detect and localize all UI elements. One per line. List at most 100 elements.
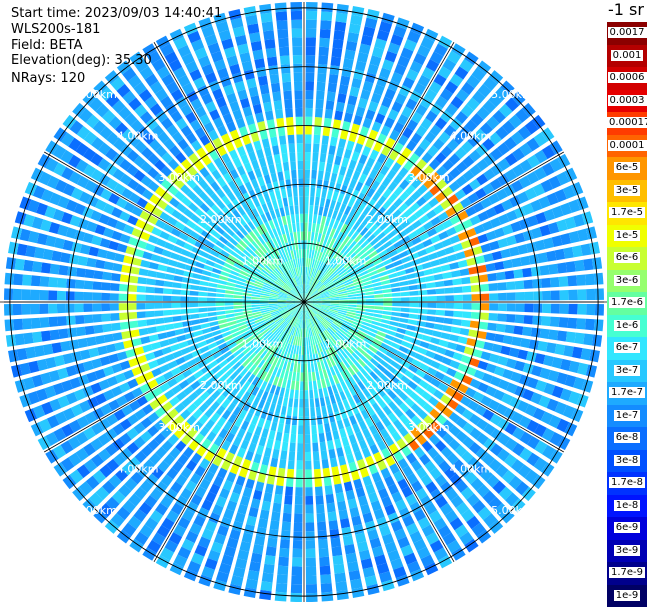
range-gate-cell — [84, 325, 95, 335]
range-gate-cell — [449, 73, 464, 87]
range-gate-cell — [41, 188, 54, 203]
range-gate-cell — [568, 360, 580, 374]
range-gate-cell — [315, 495, 324, 505]
range-gate-cell — [245, 260, 254, 268]
range-gate-cell — [479, 283, 489, 292]
range-gate-cell — [400, 307, 410, 313]
range-gate-cell — [286, 233, 291, 243]
range-gate-cell — [182, 145, 195, 158]
range-gate-cell — [407, 278, 418, 285]
range-gate-cell — [381, 145, 392, 157]
range-gate-cell — [417, 283, 427, 290]
range-gate-cell — [366, 246, 376, 255]
range-gate-cell — [415, 225, 426, 236]
range-gate-cell — [316, 283, 324, 291]
range-gate-cell — [473, 369, 485, 380]
range-gate-cell — [204, 558, 218, 570]
range-gate-cell — [185, 60, 199, 74]
range-gate-cell — [469, 275, 480, 284]
range-gate-cell — [338, 509, 349, 520]
range-gate-cell — [277, 319, 286, 327]
range-gate-cell — [560, 358, 572, 371]
range-gate-cell — [279, 46, 290, 57]
colorbar-cell: 3e-5 — [607, 179, 647, 202]
range-gate-cell — [282, 233, 288, 244]
range-gate-cell — [393, 450, 404, 462]
range-gate-cell — [435, 309, 445, 316]
range-gate-cell — [332, 430, 340, 440]
range-gate-cell — [194, 465, 206, 478]
range-gate-cell — [235, 280, 246, 286]
range-gate-cell — [154, 159, 166, 172]
range-gate-cell — [404, 330, 415, 337]
range-gate-cell — [208, 282, 218, 288]
range-gate-cell — [317, 312, 326, 319]
range-gate-cell — [160, 117, 174, 130]
range-gate-cell — [338, 352, 346, 361]
range-gate-cell — [249, 326, 258, 333]
range-gate-cell — [269, 309, 279, 313]
range-gate-cell — [212, 455, 223, 467]
range-gate-cell — [275, 431, 283, 442]
range-gate-cell — [347, 343, 357, 352]
range-gate-cell — [448, 153, 461, 166]
range-gate-cell — [489, 217, 502, 228]
range-gate-cell — [199, 113, 211, 126]
range-gate-cell — [225, 338, 235, 346]
range-gate-cell — [190, 98, 203, 111]
range-gate-cell — [476, 106, 490, 120]
colorbar-tick-label: 3e-8 — [613, 454, 641, 466]
range-gate-cell — [143, 371, 155, 382]
range-gate-cell — [384, 435, 395, 447]
range-gate-cell — [208, 443, 220, 455]
range-gate-cell — [199, 317, 209, 324]
range-gate-cell — [199, 478, 211, 491]
range-gate-cell — [259, 129, 269, 140]
range-gate-cell — [288, 241, 293, 251]
range-gate-cell — [161, 346, 172, 355]
range-gate-cell — [296, 143, 303, 153]
range-gate-cell — [291, 326, 296, 336]
colorbar-tick-label: 1.7e-6 — [608, 297, 646, 308]
range-gate-cell — [103, 366, 115, 377]
range-gate-cell — [330, 302, 340, 304]
range-gate-cell — [324, 395, 331, 406]
range-gate-cell — [400, 47, 414, 60]
range-gate-cell — [360, 89, 371, 101]
range-gate-cell — [304, 284, 307, 294]
range-gate-cell — [421, 66, 435, 80]
range-gate-cell — [235, 364, 245, 374]
range-gate-cell — [323, 350, 329, 360]
range-gate-cell — [229, 463, 240, 475]
range-gate-cell — [346, 285, 356, 291]
range-gate-cell — [69, 215, 81, 227]
range-gate-cell — [251, 376, 260, 386]
range-gate-cell — [176, 202, 187, 213]
range-gate-cell — [469, 378, 481, 389]
range-gate-cell — [294, 99, 303, 109]
range-gate-cell — [93, 270, 104, 280]
range-gate-cell — [307, 319, 311, 328]
range-gate-cell — [435, 95, 448, 109]
range-gate-cell — [224, 302, 234, 306]
range-gate-cell — [126, 442, 140, 455]
range-gate-cell — [549, 431, 563, 446]
range-gate-cell — [39, 303, 49, 315]
range-gate-cell — [269, 294, 279, 298]
range-gate-cell — [312, 214, 318, 224]
range-gate-cell — [281, 273, 289, 282]
range-gate-cell — [583, 258, 594, 271]
range-gate-cell — [21, 303, 31, 315]
range-gate-cell — [332, 276, 341, 283]
range-gate-cell — [273, 493, 283, 504]
range-gate-cell — [387, 181, 398, 192]
range-gate-cell — [352, 423, 361, 434]
range-gate-cell — [75, 159, 89, 173]
range-gate-cell — [269, 239, 276, 249]
range-gate-cell — [326, 404, 333, 415]
range-gate-cell — [305, 107, 313, 117]
range-gate-cell — [272, 284, 281, 290]
range-gate-cell — [259, 464, 269, 475]
range-gate-cell — [379, 428, 390, 439]
range-gate-cell — [296, 372, 300, 382]
